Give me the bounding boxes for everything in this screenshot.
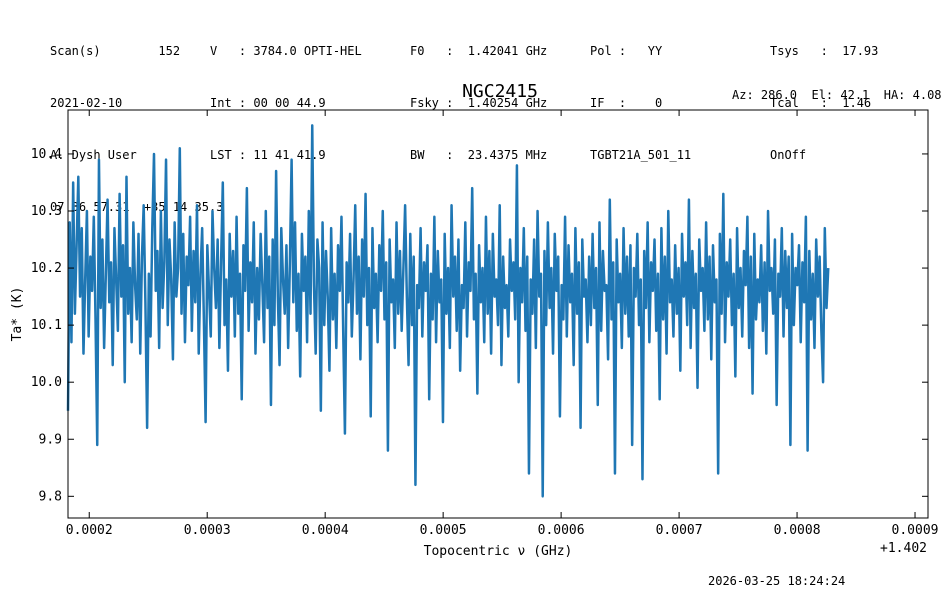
x-tick-label-7: 0.0009 xyxy=(892,523,939,538)
footer-timestamp: 2026-03-25 18:24:24 xyxy=(708,574,846,588)
header-proc: OnOff xyxy=(770,148,807,162)
x-tick-label-0: 0.0002 xyxy=(66,523,113,538)
header-observer: A. Dysh User xyxy=(50,148,137,162)
header-scan: Scan(s) 152 xyxy=(50,44,181,58)
x-tick-label-5: 0.0007 xyxy=(656,523,703,538)
x-tick-label-6: 0.0008 xyxy=(774,523,821,538)
x-tick-label-1: 0.0003 xyxy=(184,523,231,538)
y-tick-label-4: 10.2 xyxy=(31,261,62,276)
y-tick-label-3: 10.1 xyxy=(31,318,62,333)
header-col-4: Pol : YY IF : 0 TGBT21A_501_11 xyxy=(590,16,691,186)
y-axis-label: Ta* (K) xyxy=(10,287,25,342)
x-tick-label-3: 0.0005 xyxy=(420,523,467,538)
header-col-3: F0 : 1.42041 GHz Fsky : 1.40254 GHz BW :… xyxy=(410,16,547,186)
header-fsky: Fsky : 1.40254 GHz xyxy=(410,96,548,110)
x-tick-label-2: 0.0004 xyxy=(302,523,349,538)
plot-frame xyxy=(67,109,929,519)
header-tsys: Tsys : 17.93 xyxy=(770,44,879,58)
plot-series xyxy=(66,124,830,498)
header-col-2: V : 3784.0 OPTI-HEL Int : 00 00 44.9 LST… xyxy=(210,16,362,186)
y-tick-label-6: 10.4 xyxy=(31,147,62,162)
x-tick-label-4: 0.0006 xyxy=(538,523,585,538)
chart-title: NGC2415 xyxy=(462,81,538,102)
y-tick-label-5: 10.3 xyxy=(31,204,62,219)
header-tcal: Tcal : 1.46 xyxy=(770,96,872,110)
y-tick-label-1: 9.9 xyxy=(39,432,62,447)
header-velocity: V : 3784.0 OPTI-HEL xyxy=(210,44,362,58)
header-bw: BW : 23.4375 MHz xyxy=(410,148,548,162)
spectrum-line-0 xyxy=(66,124,830,498)
header-azel: Az: 286.0 El: 42.1 HA: 4.08 xyxy=(732,88,942,102)
y-axis-ticks: 9.8 9.9 10.0 10.1 10.2 10.3 10.4 xyxy=(31,147,928,504)
y-tick-label-0: 9.8 xyxy=(39,489,62,504)
header-f0: F0 : 1.42041 GHz xyxy=(410,44,548,58)
header-col-5: Tsys : 17.93 Tcal : 1.46 OnOff xyxy=(770,16,878,186)
y-tick-label-2: 10.0 xyxy=(31,375,62,390)
x-axis-label: Topocentric ν (GHz) xyxy=(424,544,573,559)
header-pol: Pol : YY xyxy=(590,44,663,58)
header-project: TGBT21A_501_11 xyxy=(590,148,692,162)
x-axis-ticks: 0.0002 0.0003 0.0004 0.0005 0.0006 0.0007 0.00… xyxy=(66,110,939,538)
x-axis-offset: +1.402 xyxy=(880,541,927,556)
header-if: IF : 0 xyxy=(590,96,663,110)
header-date: 2021-02-10 xyxy=(50,96,123,110)
header-integration: Int : 00 00 44.9 xyxy=(210,96,326,110)
